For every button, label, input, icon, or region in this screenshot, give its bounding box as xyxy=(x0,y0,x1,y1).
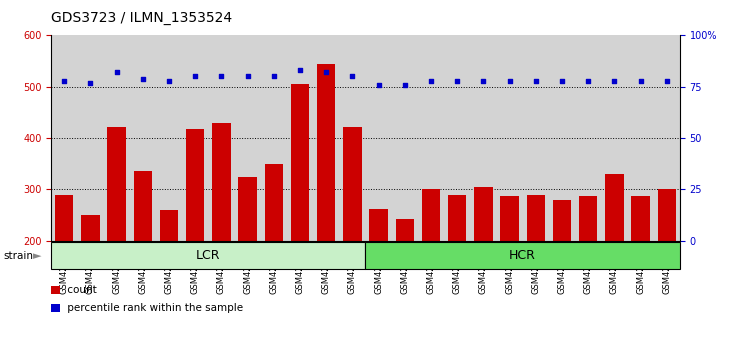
Point xyxy=(373,82,385,87)
Bar xyxy=(474,187,493,343)
Bar xyxy=(291,84,309,343)
Point xyxy=(399,82,411,87)
Point xyxy=(242,74,254,79)
Point xyxy=(137,76,148,81)
Point xyxy=(111,69,123,75)
Point xyxy=(189,74,201,79)
Bar xyxy=(55,195,73,343)
Text: LCR: LCR xyxy=(196,249,221,262)
Text: count: count xyxy=(64,285,96,295)
Bar xyxy=(265,164,283,343)
Bar xyxy=(526,195,545,343)
Point xyxy=(58,78,70,84)
Bar xyxy=(579,195,597,343)
Text: ►: ► xyxy=(33,251,42,261)
Text: HCR: HCR xyxy=(510,249,536,262)
Bar xyxy=(134,171,152,343)
Bar xyxy=(369,209,387,343)
Bar xyxy=(81,215,99,343)
Bar xyxy=(317,64,336,343)
Bar xyxy=(107,127,126,343)
Bar xyxy=(658,189,676,343)
Bar xyxy=(422,189,440,343)
Point xyxy=(268,74,280,79)
Point xyxy=(608,78,620,84)
Bar xyxy=(238,177,257,343)
Bar xyxy=(632,195,650,343)
Bar xyxy=(212,123,230,343)
Bar xyxy=(553,200,571,343)
Point xyxy=(661,78,673,84)
Bar xyxy=(501,195,519,343)
Bar xyxy=(605,174,624,343)
Point xyxy=(583,78,594,84)
Text: strain: strain xyxy=(4,251,34,261)
Text: GDS3723 / ILMN_1353524: GDS3723 / ILMN_1353524 xyxy=(51,11,232,25)
Point xyxy=(530,78,542,84)
Bar xyxy=(344,127,362,343)
Point xyxy=(504,78,515,84)
Point xyxy=(556,78,568,84)
Bar xyxy=(395,219,414,343)
Point xyxy=(320,69,332,75)
Point xyxy=(635,78,646,84)
Point xyxy=(425,78,437,84)
Bar xyxy=(160,210,178,343)
Point xyxy=(477,78,489,84)
Point xyxy=(346,74,358,79)
Point xyxy=(294,68,306,73)
Bar xyxy=(186,129,205,343)
Text: percentile rank within the sample: percentile rank within the sample xyxy=(64,303,243,313)
Point xyxy=(451,78,463,84)
Point xyxy=(163,78,175,84)
Bar xyxy=(448,195,466,343)
Point xyxy=(216,74,227,79)
Point xyxy=(85,80,96,85)
